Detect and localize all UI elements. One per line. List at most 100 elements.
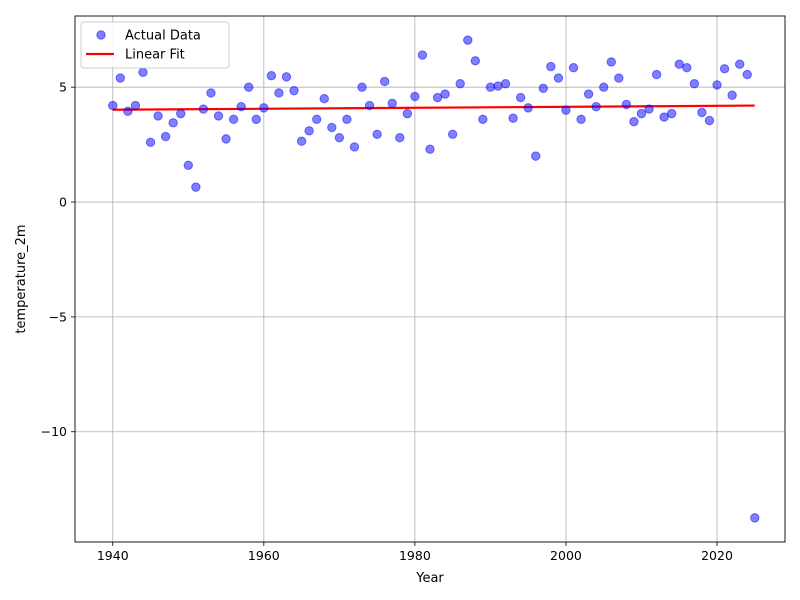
data-point: [395, 133, 405, 143]
data-point: [266, 71, 277, 81]
data-point: [440, 89, 450, 99]
data-point: [432, 92, 443, 103]
x-tick-label: 1980: [399, 548, 431, 563]
legend-label-linear-fit: Linear Fit: [125, 48, 185, 63]
data-point: [379, 76, 390, 87]
data-point: [568, 62, 579, 73]
data-point: [742, 69, 752, 80]
data-point: [274, 88, 284, 98]
data-point: [198, 104, 209, 114]
legend-label-actual-data: Actual Data: [125, 29, 201, 44]
data-point: [191, 182, 201, 192]
data-point: [327, 122, 337, 133]
data-point: [621, 99, 632, 110]
legend-box: [80, 21, 230, 69]
data-point: [629, 116, 639, 127]
data-point: [130, 100, 141, 111]
data-point: [500, 79, 511, 89]
data-point: [674, 59, 684, 69]
data-point: [259, 103, 269, 113]
data-point: [342, 114, 352, 125]
data-point: [531, 151, 541, 161]
data-point: [425, 144, 435, 154]
x-axis-label: Year: [415, 571, 444, 586]
data-point: [455, 79, 465, 89]
data-point: [349, 142, 360, 152]
data-point: [251, 114, 261, 125]
data-point: [145, 137, 156, 148]
data-point: [304, 126, 314, 136]
data-point: [319, 93, 329, 104]
plot-frame: [74, 15, 786, 543]
data-point: [606, 57, 616, 67]
data-point: [583, 89, 594, 99]
data-point: [221, 134, 231, 144]
data-point: [651, 69, 662, 80]
data-point: [659, 112, 669, 122]
y-axis-label: temperature_2m: [14, 224, 29, 333]
data-point: [334, 133, 345, 143]
data-point: [538, 83, 548, 94]
data-point: [689, 79, 700, 89]
x-tick-label: 2000: [550, 548, 582, 563]
data-point: [508, 113, 518, 123]
x-tick-label: 1960: [248, 548, 280, 563]
data-point: [213, 111, 224, 121]
data-point: [153, 111, 163, 121]
data-point: [281, 72, 292, 82]
data-point: [576, 114, 586, 125]
data-point: [712, 80, 722, 90]
data-point: [719, 64, 730, 74]
data-point: [372, 129, 382, 139]
data-point: [183, 160, 193, 171]
data-point: [644, 104, 654, 114]
data-point: [636, 108, 647, 119]
data-point: [206, 88, 216, 98]
data-point: [123, 106, 133, 117]
data-point: [289, 85, 299, 96]
data-point: [168, 118, 178, 128]
data-point: [108, 100, 118, 111]
data-point: [734, 59, 745, 69]
y-tick-label: 0: [59, 195, 67, 210]
legend-marker-actual-data: [96, 30, 106, 40]
data-point: [523, 103, 533, 113]
axis-ticks: 1940 1960 1980 2000 2020 −10 −5 0 5: [41, 80, 733, 563]
data-point: [357, 82, 367, 92]
data-point: [667, 108, 677, 119]
data-point: [447, 129, 458, 139]
y-tick-label: −5: [49, 309, 67, 324]
data-point: [591, 102, 601, 112]
data-point: [682, 62, 692, 73]
data-point: [417, 50, 428, 60]
data-point: [364, 100, 375, 111]
data-points: [108, 35, 760, 523]
data-point: [727, 90, 737, 100]
data-point: [463, 35, 473, 45]
data-point: [410, 91, 420, 102]
data-point: [561, 105, 571, 115]
data-point: [470, 56, 481, 66]
y-tick-label: 5: [59, 80, 67, 95]
data-point: [296, 136, 307, 146]
data-point: [236, 102, 246, 112]
data-point: [704, 115, 715, 126]
legend: Actual Data Linear Fit: [80, 21, 230, 69]
data-point: [402, 108, 413, 119]
data-point: [160, 131, 171, 142]
x-tick-label: 1940: [97, 548, 129, 563]
data-point: [176, 108, 186, 119]
data-point: [228, 114, 239, 125]
data-point: [553, 73, 564, 83]
data-point: [387, 98, 397, 108]
x-tick-label: 2020: [701, 548, 733, 563]
data-point: [515, 92, 526, 103]
data-point: [478, 114, 488, 125]
data-point: [697, 107, 707, 118]
data-point: [138, 67, 148, 77]
data-point: [614, 73, 624, 83]
data-point: [485, 82, 496, 92]
data-point: [244, 82, 254, 92]
